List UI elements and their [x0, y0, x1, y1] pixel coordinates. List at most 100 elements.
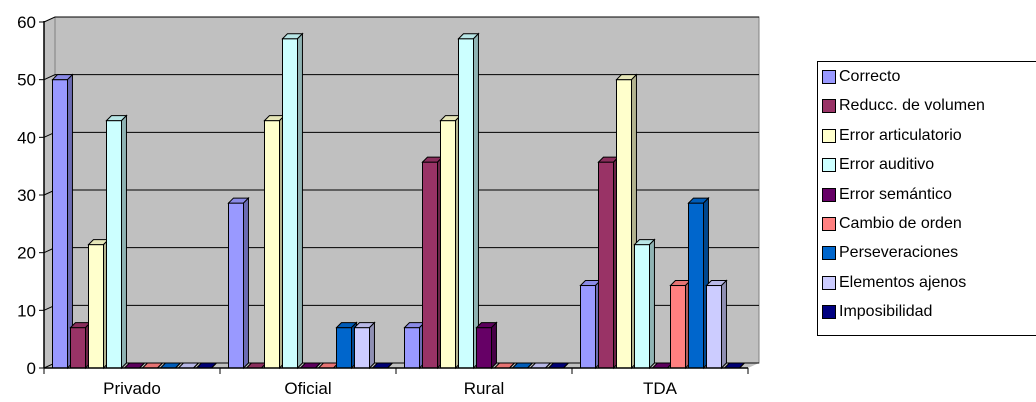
- bar-side: [491, 321, 497, 370]
- bar-side: [211, 362, 217, 369]
- bar-front: [616, 79, 632, 369]
- legend-item: Perseveraciones: [822, 242, 958, 264]
- bar-side: [157, 362, 163, 369]
- bar: [335, 321, 358, 370]
- bar: [597, 155, 620, 370]
- axes: [39, 21, 749, 374]
- bar-side: [721, 279, 727, 370]
- bar-front: [228, 202, 244, 369]
- bar: [669, 279, 692, 370]
- y-tick-label: 60: [17, 13, 36, 32]
- bar-series: [51, 32, 746, 370]
- legend-label: Error semántico: [839, 185, 952, 203]
- bar: [421, 155, 444, 370]
- bar-side: [473, 32, 479, 370]
- bar-front: [106, 120, 122, 369]
- bar: [69, 321, 92, 370]
- legend-swatch: [822, 305, 836, 320]
- bar-front: [688, 202, 704, 369]
- legend-label: Error auditivo: [839, 156, 935, 174]
- bar-front: [440, 120, 456, 369]
- bar-side: [509, 362, 515, 369]
- legend-item: Imposibilidad: [822, 301, 932, 323]
- bar-front: [670, 285, 686, 369]
- bar-side: [563, 362, 569, 369]
- bar: [475, 321, 498, 370]
- bar-front: [580, 285, 596, 369]
- bar-front: [458, 38, 474, 369]
- bar-side: [67, 73, 73, 370]
- legend-swatch: [822, 217, 836, 231]
- x-category-label: TDA: [643, 379, 678, 398]
- bar: [439, 114, 462, 370]
- legend-label: Reducc. de volumen: [839, 97, 985, 115]
- bar-side: [297, 32, 303, 370]
- bar-front: [282, 38, 298, 369]
- legend-label: Correcto: [839, 68, 901, 85]
- bar: [141, 362, 164, 369]
- y-tick-label: 20: [17, 244, 36, 263]
- bar-side: [139, 362, 145, 369]
- bar: [87, 238, 110, 370]
- legend: Correcto Reducc. de volumen Error articula…: [817, 61, 1036, 336]
- gridline: [43, 16, 759, 23]
- legend-item: Reducc. de volumen: [822, 95, 985, 117]
- legend-item: Error auditivo: [822, 154, 934, 176]
- y-tick-label: 0: [27, 359, 36, 378]
- bar-front: [70, 327, 86, 369]
- bar: [263, 114, 286, 370]
- bar: [633, 238, 656, 370]
- legend-label: Perseveraciones: [839, 244, 959, 262]
- bar-front: [422, 161, 438, 369]
- plot-background: [44, 17, 759, 368]
- legend-label: Elementos ajenos: [839, 273, 967, 291]
- bar-front: [88, 244, 104, 369]
- bar-side: [121, 114, 127, 370]
- legend-item: Elementos ajenos: [822, 272, 966, 294]
- bar: [457, 32, 480, 370]
- bar-front: [598, 161, 614, 369]
- bar-front: [354, 327, 370, 369]
- legend-item: Correcto: [822, 66, 900, 88]
- bar-front: [336, 327, 352, 369]
- bar: [615, 73, 638, 370]
- y-tick-label: 10: [17, 301, 36, 320]
- legend-swatch: [822, 128, 836, 143]
- bar-side: [545, 362, 551, 369]
- bar-front: [634, 244, 650, 369]
- legend-swatch: [822, 99, 836, 114]
- bar-side: [193, 362, 199, 369]
- legend-label: Imposibilidad: [839, 303, 933, 321]
- x-category-labels: Privado Oficial Rural TDA: [103, 379, 677, 398]
- legend-label: Cambio de orden: [839, 215, 962, 232]
- legend-swatch: [822, 70, 836, 84]
- bar: [579, 279, 602, 370]
- bar: [403, 321, 426, 370]
- bar-side: [175, 362, 181, 369]
- legend-swatch: [822, 246, 836, 261]
- bar-front: [264, 120, 280, 369]
- bar-side: [369, 321, 375, 370]
- x-category-label: Rural: [464, 379, 505, 398]
- bar-chart: 0 10 20 30 40 50 60 Privado Oficial Rural TDA: [17, 13, 760, 398]
- bar-front: [476, 327, 492, 369]
- bar-side: [387, 362, 393, 369]
- legend-item: Cambio de orden: [822, 213, 962, 235]
- bar: [511, 362, 534, 369]
- bar: [227, 196, 250, 370]
- bar-side: [527, 362, 533, 369]
- bar: [105, 114, 128, 370]
- bar: [353, 321, 376, 370]
- legend-item: Error semántico: [822, 184, 952, 206]
- bar-side: [243, 196, 249, 370]
- gridline: [43, 74, 759, 81]
- bar-side: [315, 362, 321, 369]
- x-category-label: Oficial: [284, 379, 331, 398]
- bar: [687, 196, 710, 370]
- y-tick-label: 50: [17, 71, 36, 90]
- bar-front: [706, 285, 722, 369]
- legend-item: Error articulatorio: [822, 125, 962, 147]
- y-tick-label: 40: [17, 128, 36, 147]
- bar-side: [739, 362, 745, 369]
- bar-front: [404, 327, 420, 369]
